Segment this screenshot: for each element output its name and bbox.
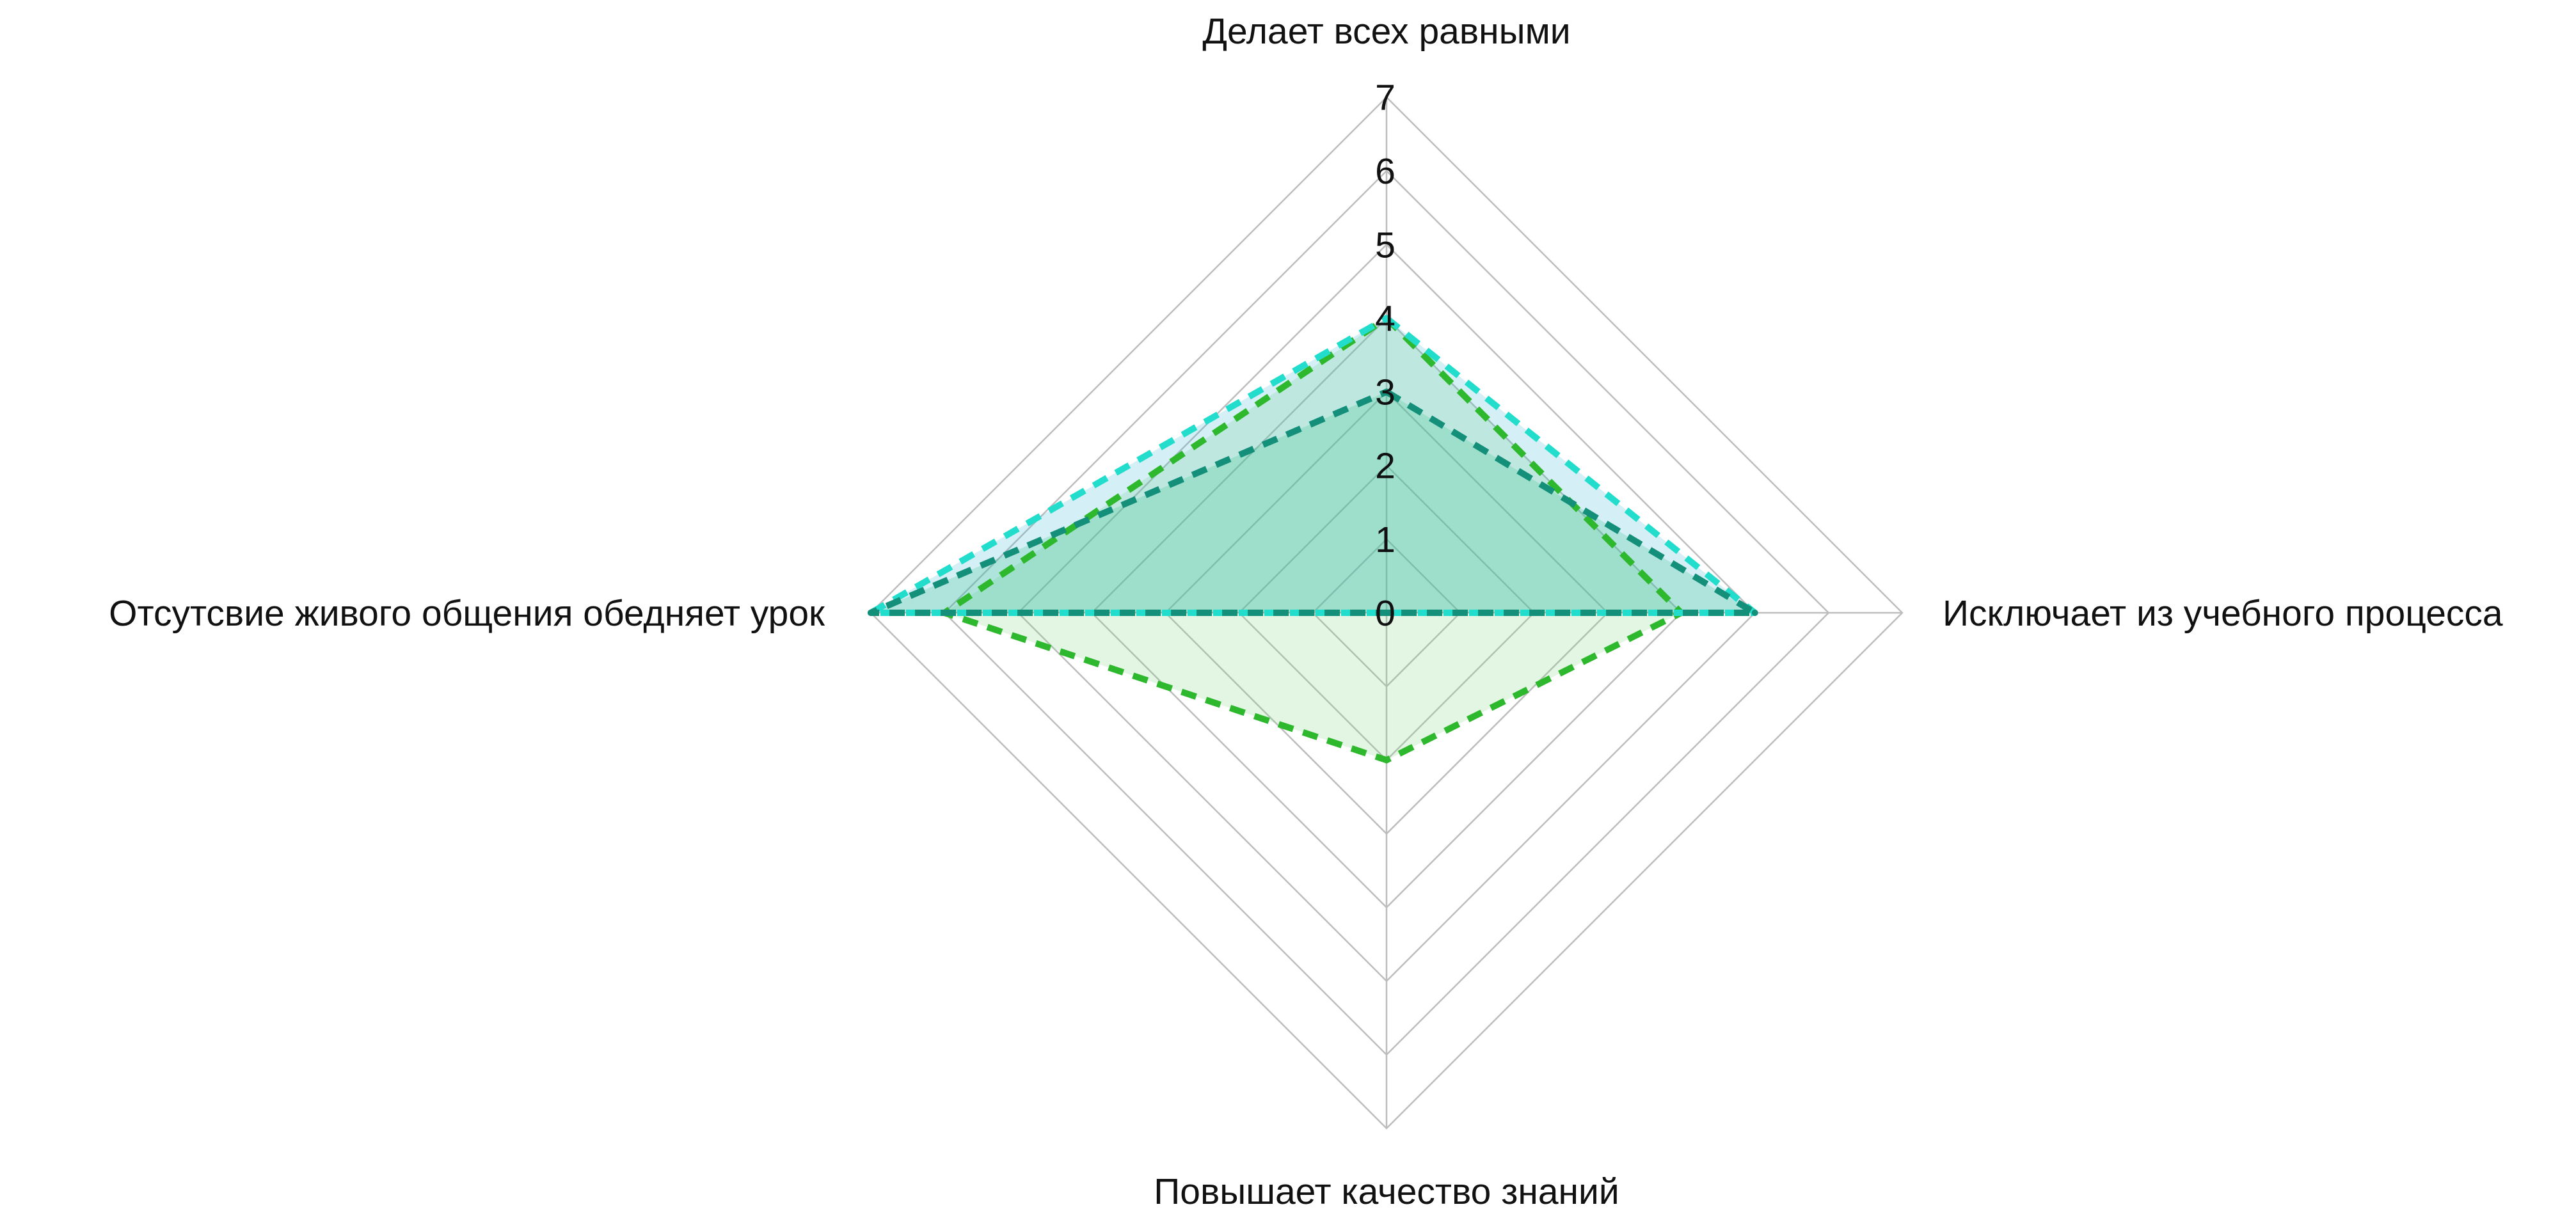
- tick-label-2: 2: [1375, 446, 1395, 487]
- tick-label-7: 7: [1375, 77, 1395, 118]
- tick-label-6: 6: [1375, 151, 1395, 192]
- tick-label-1: 1: [1375, 519, 1395, 560]
- series-2-point-3: [868, 610, 874, 616]
- series-0-point-2: [1383, 757, 1390, 764]
- tick-label-0: 0: [1375, 593, 1395, 634]
- axis-label-0: Делает всех равными: [1202, 11, 1570, 52]
- axis-label-3: Отсутсвие живого общения обедняет урок: [109, 593, 825, 634]
- tick-label-5: 5: [1375, 225, 1395, 265]
- series-2-area: [871, 391, 1755, 613]
- tick-label-3: 3: [1375, 372, 1395, 413]
- series-1-point-0: [1383, 315, 1390, 322]
- series-1-line: [868, 315, 1758, 616]
- series-2-point-2: [1383, 610, 1390, 616]
- axis-label-layer: Делает всех равными Исключает из учебного…: [109, 11, 2503, 1212]
- series-1-area: [871, 318, 1755, 613]
- tick-label-4: 4: [1375, 298, 1395, 339]
- tick-layer: 0 1 2 3 4 5 6 7: [1375, 77, 1395, 634]
- series-2-point-1: [1751, 610, 1758, 616]
- series-layer: [868, 315, 1758, 764]
- axis-label-1: Исключает из учебного процесса: [1943, 593, 2503, 634]
- axis-label-2: Повышает качество знаний: [1154, 1171, 1619, 1212]
- series-2-point-0: [1383, 388, 1390, 395]
- series-0-area: [944, 318, 1682, 761]
